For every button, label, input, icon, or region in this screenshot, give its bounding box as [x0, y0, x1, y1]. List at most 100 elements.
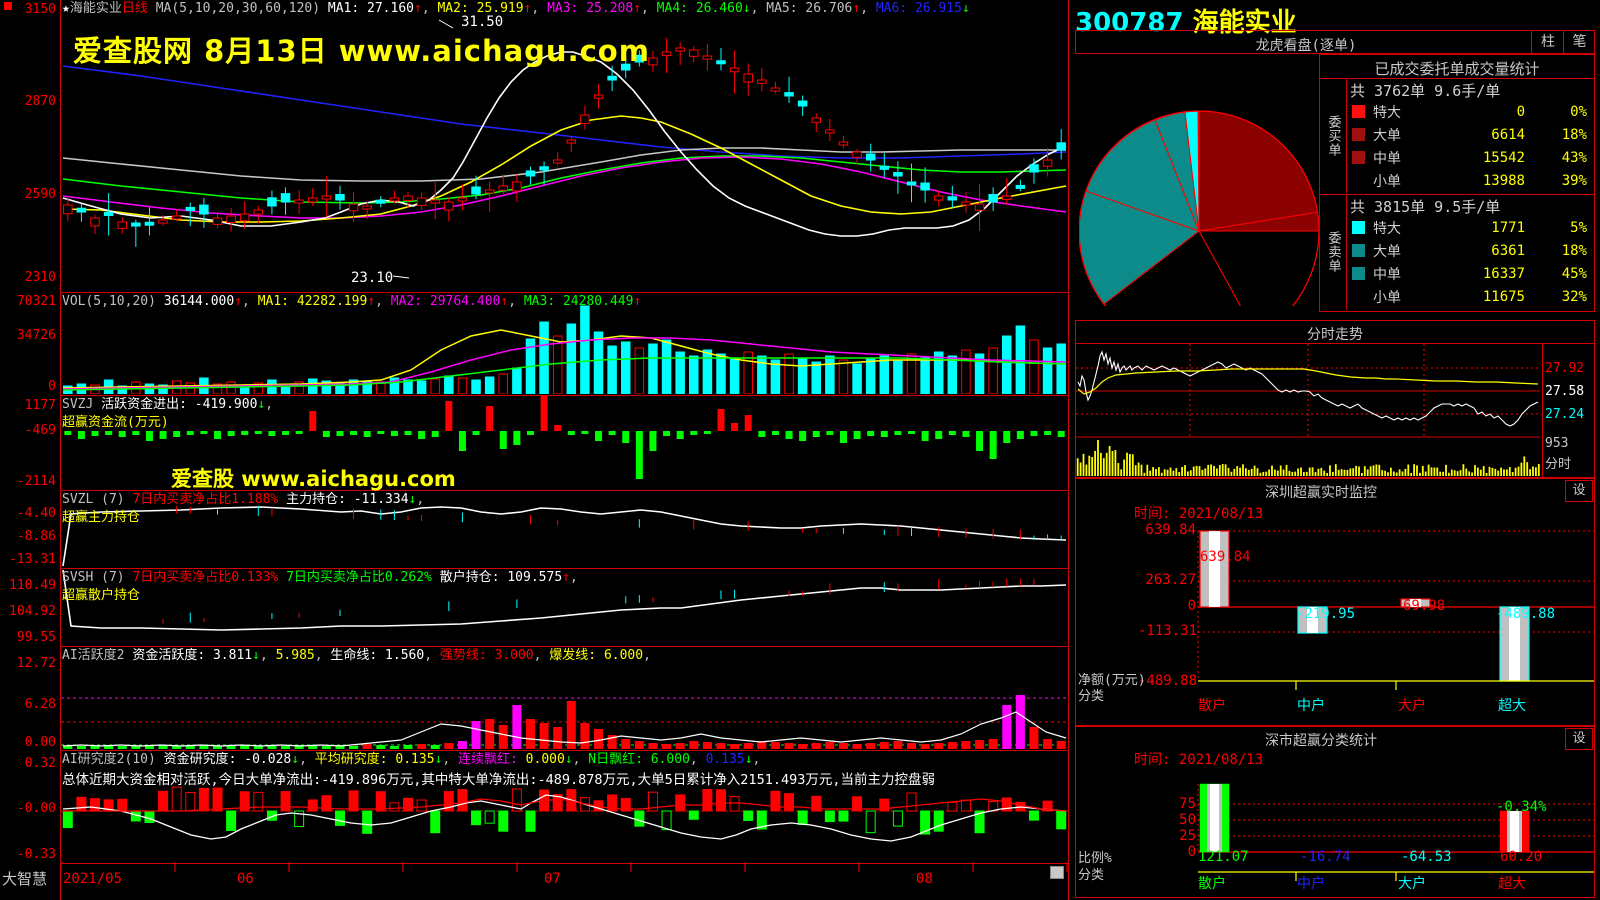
buy-rows: 特大 0 0% 大单 6614 18% 中单 15542 43% — [1346, 100, 1594, 192]
monitor-ytick-3: -113.31 — [1138, 623, 1198, 639]
monitor-bar-canvas[interactable] — [1076, 519, 1594, 724]
kline-period[interactable]: 日线 — [121, 1, 148, 16]
volume-pane[interactable] — [60, 292, 1069, 396]
table-row[interactable]: 小单 11675 32% — [1346, 285, 1594, 308]
svsh-subtitle: 超赢散户持仓 — [62, 588, 141, 603]
sell-row-label-1: 大单 — [1373, 243, 1401, 260]
kline-canvas[interactable] — [61, 0, 1068, 291]
monitor-panel[interactable]: 深圳超赢实时监控 设 时间: 2021/08/13 — [1075, 478, 1595, 726]
classify-annotation: -0.34% — [1496, 799, 1547, 815]
ma5-arrow: ↑ — [852, 1, 861, 16]
buy-row-pct-1: 18% — [1561, 126, 1587, 143]
watermark-sub: 爱查股 www.aichagu.com — [171, 467, 456, 491]
svsh-ytick-1: 104.92 — [9, 604, 56, 619]
ma6-arrow: ↓ — [961, 1, 970, 16]
ai-activity-v1: 3.811 — [212, 648, 253, 663]
monitor-bar-large — [1400, 598, 1431, 608]
ai-activity-v4: 3.000 — [494, 648, 534, 663]
ai-activity-seg2: 生命线: — [330, 648, 378, 663]
svsh-canvas[interactable] — [61, 568, 1068, 645]
sell-row-pct-2: 45% — [1561, 265, 1587, 282]
sell-row-count-1: 6361 — [1491, 242, 1525, 259]
ai-research-a2: ↓ — [434, 752, 443, 767]
classify-xaxis-label: 分类 — [1078, 868, 1105, 883]
btn-zhu[interactable]: 柱 — [1531, 31, 1564, 53]
monitor-cat-medium: 中户 — [1297, 698, 1325, 714]
volume-value: 36144.000 — [163, 294, 235, 309]
svzj-canvas[interactable] — [61, 395, 1068, 489]
svzl-pane[interactable] — [60, 490, 1069, 569]
svzj-arrow: ↓ — [257, 397, 266, 412]
monitor-xaxis-label: 分类 — [1078, 689, 1105, 704]
ai-research-canvas[interactable] — [61, 751, 1068, 862]
ai-research-summary: 总体近期大资金相对活跃,今日大单净流出:-419.896万元,其中特大单净流出:… — [62, 772, 935, 788]
app-name: 大智慧 — [2, 870, 48, 888]
classify-ytick-1: 50 — [1179, 812, 1196, 828]
svzl-canvas[interactable] — [61, 490, 1068, 567]
order-pie-chart[interactable] — [1079, 56, 1319, 306]
svzl-code: SVZL (7) — [62, 492, 125, 507]
intraday-chart[interactable] — [1076, 343, 1594, 478]
classify-ytick-2: 25 — [1179, 828, 1196, 844]
sell-row-pct-3: 32% — [1561, 288, 1587, 305]
ma3: MA3: 25.208 — [547, 1, 634, 16]
table-row[interactable]: 大单 6361 18% — [1346, 239, 1594, 262]
svzl-ytick-1: -8.86 — [16, 529, 56, 544]
table-row[interactable]: 大单 6614 18% — [1346, 123, 1594, 146]
sell-side-label-cell: 委卖单 — [1320, 194, 1347, 310]
classify-ytick-0: 75 — [1179, 796, 1196, 812]
monitor-ytick-2: 0 — [1187, 598, 1196, 614]
legend-swatch-buy-large — [1352, 128, 1365, 141]
svzl-part2: 主力持仓: — [286, 492, 346, 507]
monitor-ytick-1: 263.27 — [1145, 572, 1196, 588]
ma4-arrow: ↓ — [742, 1, 751, 16]
btn-bi[interactable]: 笔 — [1563, 31, 1595, 53]
ma5: MA5: 26.706 — [766, 1, 853, 16]
ai-research-header: AI研究度2(10) 资金研究度: -0.028↓, 平均研究度: 0.135↓… — [62, 752, 761, 767]
monitor-settings-button[interactable]: 设 — [1565, 480, 1593, 502]
classify-settings-button[interactable]: 设 — [1565, 728, 1593, 750]
kline-ytick-3: 2310 — [24, 270, 56, 285]
table-row[interactable]: 特大 1771 5% — [1346, 216, 1594, 239]
kline-pane[interactable]: 爱查股网 8月13日 www.aichagu.com 31.50 23.10 — [60, 0, 1069, 293]
svzj-ytick-2: -2114 — [16, 474, 56, 489]
classify-value-retail: 121.07 — [1198, 849, 1249, 865]
sell-row-label-2: 中单 — [1373, 266, 1401, 283]
legend-swatch-sell-small — [1352, 290, 1365, 303]
legend-swatch-sell-medium — [1352, 267, 1365, 280]
pie-canvas[interactable] — [1079, 56, 1319, 306]
svsh-pane[interactable] — [60, 568, 1069, 647]
table-row[interactable]: 中单 15542 43% — [1346, 146, 1594, 169]
table-row[interactable]: 小单 13988 39% — [1346, 169, 1594, 192]
ai-activity-code: AI活跃度2 — [62, 648, 125, 663]
buy-side-label: 委买单 — [1325, 114, 1341, 157]
table-row[interactable]: 中单 16337 45% — [1346, 262, 1594, 285]
classify-bar-canvas[interactable] — [1076, 769, 1594, 897]
table-row[interactable]: 特大 0 0% — [1346, 100, 1594, 123]
left-chart-column: 爱查股网 8月13日 www.aichagu.com 31.50 23.10 ★… — [2, 0, 1069, 900]
ma1-arrow: ↑ — [414, 1, 422, 16]
date-tick-2: 07 — [544, 871, 561, 887]
ai-activity-canvas[interactable] — [61, 646, 1068, 749]
svzj-pane[interactable]: 爱查股 www.aichagu.com — [60, 395, 1069, 491]
stats-table-title: 已成交委托单成交量统计 — [1374, 60, 1540, 78]
classify-panel[interactable]: 深市超赢分类统计 设 时间: 2021/08/13 — [1075, 726, 1595, 898]
kline-ytick-1: 2870 — [24, 94, 56, 109]
svzj-label: 活跃资金进出: — [101, 397, 187, 412]
intraday-canvas[interactable] — [1076, 344, 1540, 477]
volume-canvas[interactable] — [61, 292, 1068, 394]
ai-research-pane[interactable] — [60, 750, 1069, 864]
ma1: MA1: 27.160 — [327, 1, 414, 16]
volume-ma2: MA2: 29764.400 — [390, 294, 501, 309]
lock-icon[interactable] — [1050, 866, 1064, 879]
intraday-panel[interactable]: 分时走势 — [1075, 320, 1595, 478]
svzl-suffix: , — [416, 492, 425, 507]
intraday-price-low: 27.24 — [1545, 407, 1585, 422]
intraday-volume-label: 953 — [1545, 436, 1569, 451]
buy-row-pct-0: 0% — [1570, 103, 1587, 120]
svzl-subtitle: 超赢主力持仓 — [62, 510, 141, 525]
monitor-value-retail: 639.84 — [1200, 549, 1251, 565]
kline-ma-label: MA(5,10,20,30,60,120) — [155, 1, 321, 16]
volume-ma3-arrow: ↑ — [633, 294, 642, 309]
monitor-bar-super — [1499, 606, 1530, 682]
